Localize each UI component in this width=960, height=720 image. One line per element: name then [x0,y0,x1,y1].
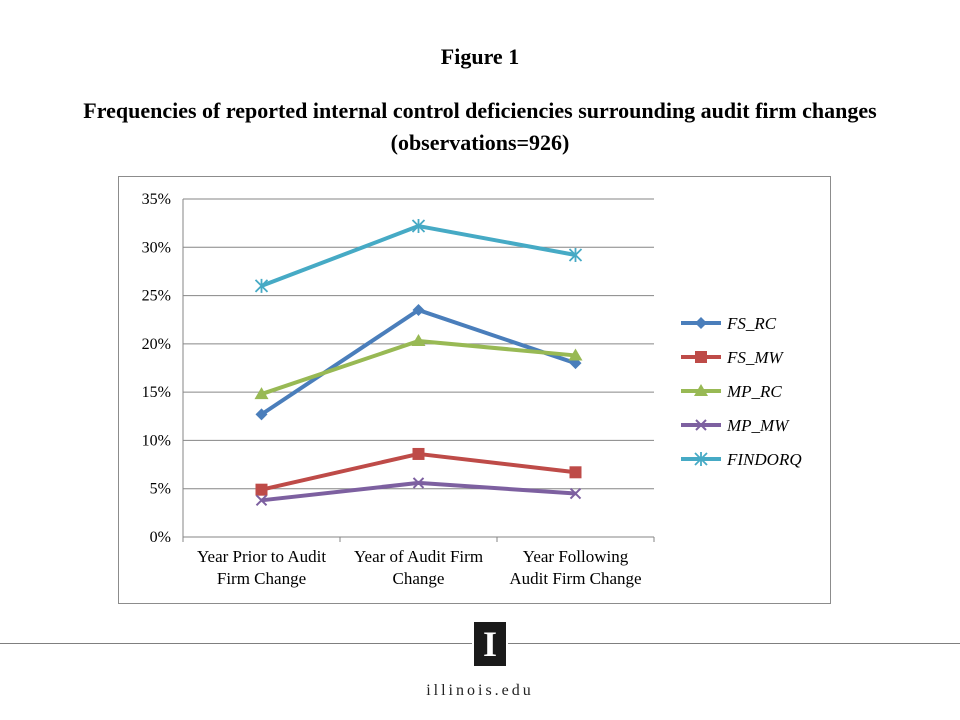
figure-label: Figure 1 [440,44,520,69]
y-tick-label: 20% [142,336,171,353]
data-point-mp-rc [411,333,426,346]
legend-marker [695,317,707,329]
y-tick-label: 35% [142,191,171,208]
legend-marker [694,452,708,466]
block-i-icon: I [474,622,506,666]
data-point-fs-rc [255,408,268,421]
x-tick-label: Firm Change [217,569,306,588]
data-point-mp-rc [568,348,583,361]
x-tick-label: Year Following [523,547,629,566]
series-line-findorq [260,224,576,288]
data-point-mp-rc [254,387,269,400]
data-point-findorq [254,278,269,293]
chart-frame: 0% 5% 10% 15% 20% 25% 30% 35% Year Prior to Audi… [118,176,831,604]
y-tick-label: 5% [150,481,171,498]
legend-label: MP_RC [726,382,782,401]
figure-title: Frequencies of reported internal control… [0,95,960,159]
data-point-fs-mw [255,483,268,496]
x-tick-label: Audit Firm Change [509,569,641,588]
x-tick-label: Change [393,569,445,588]
data-point-mp-mw [569,487,582,500]
y-tick-label: 30% [142,239,171,256]
line-chart: 0% 5% 10% 15% 20% 25% 30% 35% Year Prior to Audi… [142,191,802,588]
figure-title-line2: (observations=926) [390,130,570,155]
series-line-fs-rc [260,308,577,417]
data-point-mp-mw [255,494,268,507]
legend-marker [694,384,708,396]
y-tick-label: 15% [142,384,171,401]
legend-label: FS_RC [726,314,777,333]
data-point-findorq [411,219,426,234]
logo-letter: I [482,624,497,664]
x-tick-label: Year of Audit Firm [354,547,483,566]
y-tick-label: 25% [142,288,171,305]
university-logo: I [472,620,508,668]
data-point-fs-rc [412,304,425,317]
site-url: illinois.edu [426,682,534,699]
legend-marker [695,419,707,431]
figure-title-line1: Frequencies of reported internal control… [83,98,877,123]
data-point-fs-mw [569,466,582,479]
series-line-mp-mw [261,480,576,503]
legend-marker [695,351,707,363]
data-point-mp-mw [412,477,425,489]
y-tick-label: 0% [150,529,171,546]
data-point-fs-mw [412,447,425,460]
x-tick-label: Year Prior to Audit [197,547,326,566]
legend-label: FINDORQ [726,450,802,469]
legend-label: MP_MW [726,416,790,435]
data-point-findorq [568,248,583,263]
legend-label: FS_MW [726,348,785,367]
y-tick-label: 10% [142,432,171,449]
